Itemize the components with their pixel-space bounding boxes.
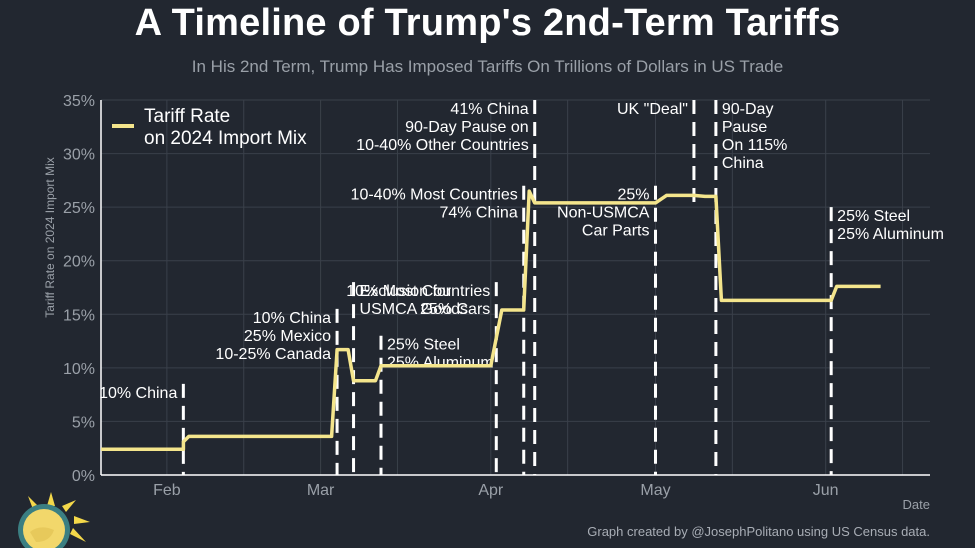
x-tick-label: Feb	[153, 482, 181, 499]
event-annotation: 25% Steel	[387, 337, 460, 354]
event-annotation: On 115%	[722, 137, 788, 154]
grid-layer	[101, 99, 930, 476]
x-tick-label: May	[640, 482, 670, 499]
x-tick-label: Jun	[813, 482, 839, 499]
y-tick-label: 25%	[63, 200, 95, 217]
event-annotation: 10% Most Countries	[346, 283, 490, 300]
series-line	[101, 189, 881, 452]
event-annotation: 25% Mexico	[244, 328, 331, 345]
chart-credit: Graph created by @JosephPolitano using U…	[587, 524, 930, 539]
event-annotation: Pause	[722, 119, 767, 136]
chart-title: A Timeline of Trump's 2nd-Term Tariffs	[134, 2, 841, 44]
event-annotation: 25% Aluminum	[837, 226, 944, 243]
x-axis-title: Date	[903, 497, 930, 512]
event-annotation: 25% Aluminum	[387, 355, 494, 372]
y-tick-label: 10%	[63, 361, 95, 378]
event-annotation: UK "Deal"	[617, 101, 688, 118]
legend-label: Tariff Rate	[144, 106, 230, 127]
y-tick-label: 5%	[72, 414, 95, 431]
chart-subtitle: In His 2nd Term, Trump Has Imposed Tarif…	[191, 57, 784, 76]
x-tick-label: Mar	[307, 482, 335, 499]
event-annotation: 90-Day Pause on	[405, 119, 529, 136]
y-axis-title: Tariff Rate on 2024 Import Mix	[43, 157, 57, 318]
axis-layer: 0% 5% 10% 15% 20% 25% 30% 35% Feb Mar Apr May Jun Dat…	[43, 93, 930, 512]
sun-logo-icon	[18, 492, 90, 548]
line-layer	[101, 189, 881, 452]
event-annotation: 10-40% Other Countries	[356, 137, 529, 154]
event-annotation: 25% Cars	[420, 301, 490, 318]
legend-label: on 2024 Import Mix	[144, 128, 307, 149]
event-annotation: 10-25% Canada	[215, 346, 331, 363]
event-annotation: 10% China	[99, 385, 177, 402]
event-annotation: USMCA Goods	[360, 301, 468, 318]
event-annotation: 90-Day	[722, 101, 774, 118]
event-annotation: Car Parts	[582, 223, 650, 240]
x-tick-label: Apr	[478, 482, 504, 499]
y-tick-label: 20%	[63, 254, 95, 271]
event-annotation: 74% China	[439, 205, 517, 222]
y-tick-label: 15%	[63, 307, 95, 324]
event-annotation: 25% Steel	[837, 208, 910, 225]
event-annotation: China	[722, 155, 764, 172]
event-annotation: 10% China	[253, 310, 331, 327]
y-tick-label: 35%	[63, 93, 95, 110]
event-annotation: Non-USMCA	[557, 205, 650, 222]
y-tick-label: 0%	[72, 468, 95, 485]
event-annotation: 41% China	[450, 101, 528, 118]
event-annotation: 25%	[617, 187, 649, 204]
y-tick-label: 30%	[63, 147, 95, 164]
event-annotation: Exclusion for	[360, 283, 452, 300]
event-annotation: 10-40% Most Countries	[351, 187, 518, 204]
